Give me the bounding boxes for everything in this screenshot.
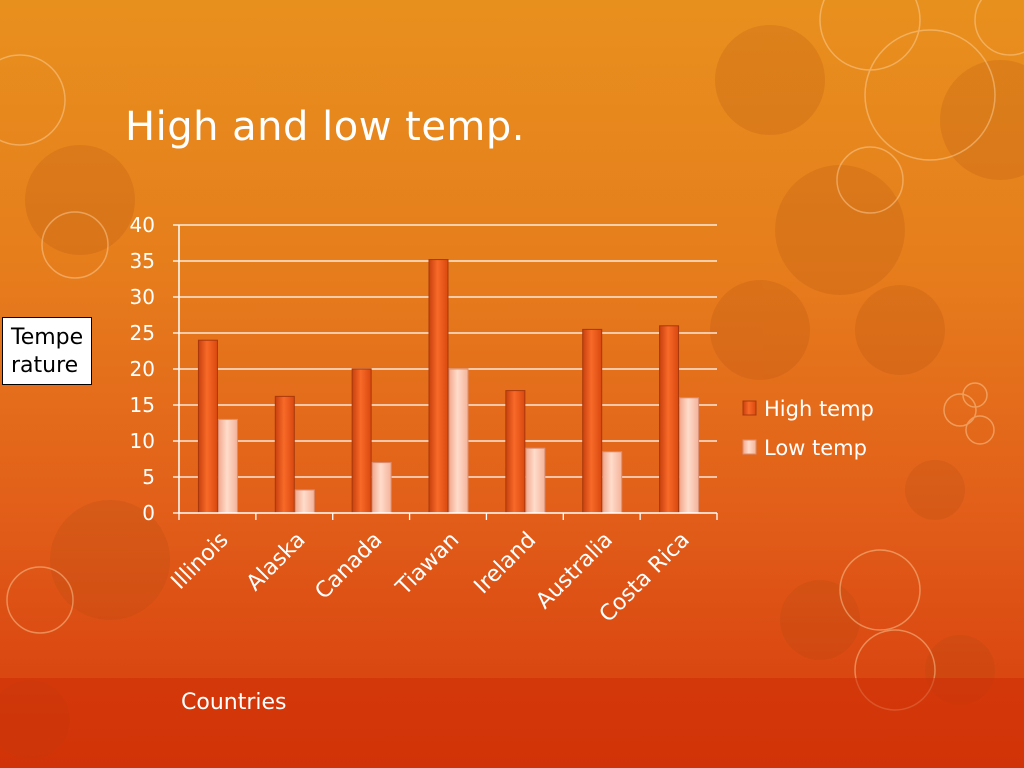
- legend-label: High temp: [764, 397, 874, 421]
- y-tick-label: 20: [130, 357, 155, 381]
- y-axis-title-line-1: Tempe: [11, 325, 84, 350]
- legend-swatch: [742, 400, 757, 416]
- y-axis-title: Tempe rature: [2, 317, 92, 385]
- legend-label: Low temp: [764, 436, 867, 460]
- bar-high-temp: [197, 339, 218, 514]
- y-axis-title-line-2: rature: [11, 353, 79, 378]
- bar-low-temp: [371, 462, 392, 514]
- bar-high-temp: [274, 395, 295, 514]
- bar-high-temp: [659, 325, 680, 514]
- bar-low-temp: [679, 397, 700, 514]
- bar-low-temp: [602, 451, 623, 514]
- y-tick-label: 5: [142, 465, 155, 489]
- x-axis-title: Countries: [181, 690, 287, 715]
- y-tick-label: 30: [130, 285, 155, 309]
- x-tick-label: Tiawan: [391, 528, 464, 601]
- y-tick-label: 10: [130, 429, 155, 453]
- bar-high-temp: [505, 390, 526, 514]
- slide-title: High and low temp.: [125, 104, 525, 150]
- bar-low-temp: [217, 418, 238, 514]
- y-tick-label: 40: [130, 213, 155, 237]
- y-tick-label: 25: [130, 321, 155, 345]
- y-tick-label: 35: [130, 249, 155, 273]
- y-tick-label: 15: [130, 393, 155, 417]
- footer-band: [0, 678, 1024, 768]
- x-tick-label: Alaska: [242, 528, 311, 597]
- y-tick-label: 0: [142, 501, 155, 525]
- bar-high-temp: [351, 368, 372, 514]
- x-tick-label: Ireland: [470, 528, 541, 599]
- x-tick-label: Canada: [311, 528, 388, 605]
- bar-low-temp: [448, 368, 469, 514]
- x-tick-label: Illinois: [167, 528, 234, 595]
- legend-swatch: [742, 439, 757, 455]
- bar-high-temp: [428, 259, 449, 514]
- bar-high-temp: [582, 328, 603, 514]
- bar-low-temp: [525, 447, 546, 514]
- bar-low-temp: [294, 489, 315, 514]
